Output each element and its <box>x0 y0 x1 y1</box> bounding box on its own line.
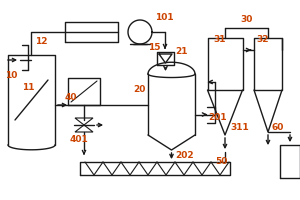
Text: 201: 201 <box>208 112 226 121</box>
Text: 40: 40 <box>65 92 77 102</box>
Text: 101: 101 <box>155 14 174 22</box>
Text: 15: 15 <box>148 44 161 52</box>
Text: 311: 311 <box>230 123 249 132</box>
Text: 12: 12 <box>35 38 47 46</box>
Text: 31: 31 <box>213 36 226 45</box>
Text: 20: 20 <box>133 86 146 95</box>
Text: 401: 401 <box>70 136 89 144</box>
Text: 21: 21 <box>175 47 188 56</box>
Text: 30: 30 <box>240 16 252 24</box>
Text: 32: 32 <box>256 36 268 45</box>
Text: 11: 11 <box>22 84 34 92</box>
Text: 202: 202 <box>175 150 194 160</box>
Text: 50: 50 <box>215 158 227 166</box>
Text: 10: 10 <box>5 71 17 79</box>
Text: 60: 60 <box>272 123 284 132</box>
